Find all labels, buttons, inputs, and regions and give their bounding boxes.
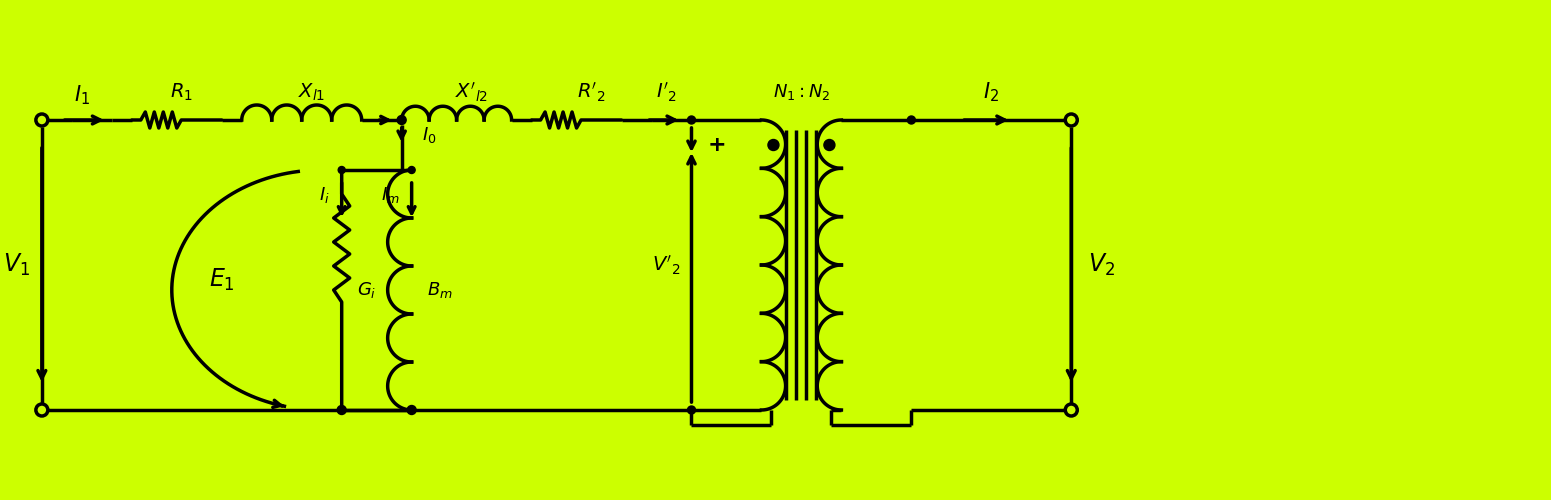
Circle shape: [687, 116, 695, 124]
Text: $V_2$: $V_2$: [1087, 252, 1115, 278]
Text: $V_1$: $V_1$: [3, 252, 31, 278]
Text: $R_1$: $R_1$: [171, 82, 194, 102]
Text: $N_1 : N_2$: $N_1 : N_2$: [772, 82, 830, 102]
Text: $I_2$: $I_2$: [983, 80, 999, 104]
Circle shape: [1066, 404, 1078, 416]
Text: $X'_{l2}$: $X'_{l2}$: [454, 80, 489, 104]
Text: $I_i$: $I_i$: [320, 185, 330, 205]
Text: $B_m$: $B_m$: [427, 280, 453, 300]
Circle shape: [824, 140, 834, 150]
Text: $E_1$: $E_1$: [209, 267, 234, 293]
Text: $I'_2$: $I'_2$: [656, 80, 676, 104]
Circle shape: [687, 406, 695, 414]
Circle shape: [338, 166, 346, 173]
Circle shape: [907, 116, 915, 124]
Circle shape: [36, 114, 48, 126]
Text: +: +: [707, 135, 726, 155]
Circle shape: [1066, 114, 1078, 126]
Text: $G_i$: $G_i$: [357, 280, 375, 300]
Circle shape: [408, 406, 416, 414]
Text: $R'_2$: $R'_2$: [577, 80, 606, 104]
Circle shape: [337, 406, 346, 414]
Circle shape: [397, 116, 406, 124]
Circle shape: [36, 404, 48, 416]
Text: $I_1$: $I_1$: [74, 83, 90, 107]
Text: $X_{l1}$: $X_{l1}$: [298, 82, 326, 102]
Text: $I_0$: $I_0$: [422, 125, 436, 145]
Text: $I_m$: $I_m$: [382, 185, 400, 205]
Text: $V'_2$: $V'_2$: [653, 254, 681, 276]
Circle shape: [408, 166, 416, 173]
Circle shape: [768, 140, 779, 150]
